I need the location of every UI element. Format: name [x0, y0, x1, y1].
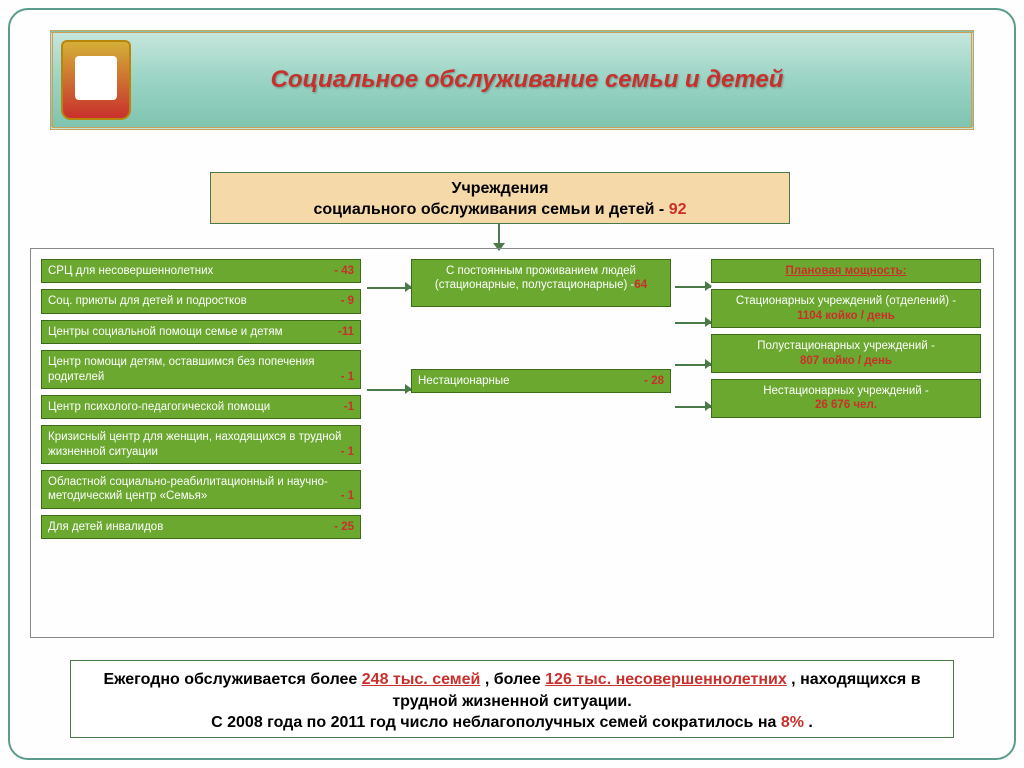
left-item: СРЦ для несовершеннолетних- 43	[41, 259, 361, 283]
institutions-total: 92	[669, 201, 687, 218]
left-column: СРЦ для несовершеннолетних- 43 Соц. прию…	[41, 259, 361, 539]
connector-arrow-icon	[675, 271, 711, 301]
connector-arrow-icon	[367, 369, 411, 409]
spacer	[411, 313, 671, 363]
mid-item: С постоянным проживанием людей (стациона…	[411, 259, 671, 307]
capacity-header: Плановая мощность:	[711, 259, 981, 283]
right-item: Нестационарных учреждений - 26 676 чел.	[711, 379, 981, 418]
left-item: Центр помощи детям, оставшимся без попеч…	[41, 350, 361, 389]
left-item: Центры социальной помощи семье и детям-1…	[41, 320, 361, 344]
mid-item: Нестационарные- 28	[411, 369, 671, 393]
sub-line2: социального обслуживания семьи и детей -…	[217, 200, 783, 221]
right-item: Стационарных учреждений (отделений) - 11…	[711, 289, 981, 328]
sub-line1: Учреждения	[217, 179, 783, 200]
left-item: Соц. приюты для детей и подростков- 9	[41, 289, 361, 313]
footer-minors: 126 тыс. несовершеннолетних	[545, 671, 787, 688]
left-item: Кризисный центр для женщин, находящихся …	[41, 425, 361, 464]
right-item: Полустационарных учреждений - 807 койко …	[711, 334, 981, 373]
connector-arrow-icon	[675, 349, 711, 379]
footer-summary: Ежегодно обслуживается более 248 тыс. се…	[70, 660, 954, 738]
connector-arrow-icon	[675, 307, 711, 337]
arrow-down-icon	[498, 224, 500, 244]
connector-arrow-icon	[367, 267, 411, 307]
footer-families: 248 тыс. семей	[362, 671, 481, 688]
header-banner: Социальное обслуживание семьи и детей	[50, 30, 974, 130]
right-column: Плановая мощность: Стационарных учрежден…	[711, 259, 981, 418]
coat-of-arms-icon	[61, 40, 131, 120]
left-item: Для детей инвалидов- 25	[41, 515, 361, 539]
connector-arrow-icon	[675, 391, 711, 421]
left-item: Центр психолого-педагогической помощи-1	[41, 395, 361, 419]
org-chart-frame: СРЦ для несовершеннолетних- 43 Соц. прию…	[30, 248, 994, 638]
footer-percent: 8%	[781, 714, 804, 731]
middle-column: С постоянным проживанием людей (стациона…	[411, 259, 671, 393]
institutions-summary-box: Учреждения социального обслуживания семь…	[210, 172, 790, 224]
left-item: Областной социально-реабилитационный и н…	[41, 470, 361, 509]
page-title: Социальное обслуживание семьи и детей	[171, 66, 963, 94]
